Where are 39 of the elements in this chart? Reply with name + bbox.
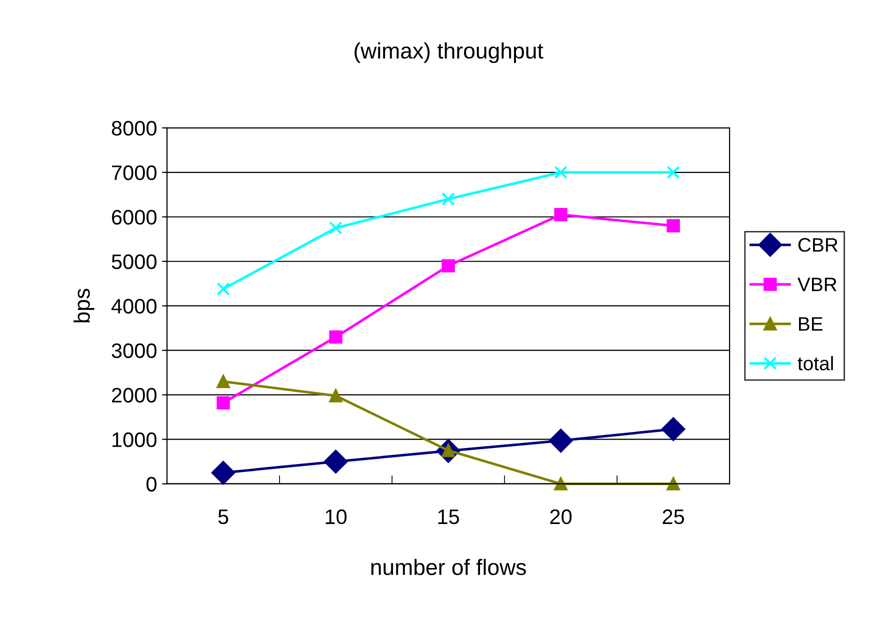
y-tick-label: 2000 [112, 388, 156, 403]
legend-label: CBR [798, 238, 838, 252]
point [329, 389, 342, 402]
y-tick-label: 0 [146, 476, 156, 492]
y-tick-label: 3000 [112, 343, 156, 358]
x-tick-label: 15 [438, 510, 460, 524]
point [324, 450, 348, 474]
point [442, 192, 455, 206]
y-tick-label: 4000 [111, 298, 156, 314]
y-axis-title: bps [74, 288, 94, 322]
x-tick-label: 10 [326, 509, 347, 524]
point [666, 166, 680, 179]
point [211, 460, 236, 485]
chart-title: (wimax) throughput [354, 42, 544, 64]
point [666, 219, 680, 232]
legend-label: BE [799, 317, 823, 331]
point [216, 282, 230, 296]
y-tick-label: 8000 [112, 120, 156, 136]
point [216, 396, 230, 410]
y-tick-label: 1000 [112, 432, 156, 448]
y-tick-label: 6000 [112, 210, 156, 225]
point [442, 259, 455, 272]
x-axis-title: number of flows [371, 558, 526, 576]
point [554, 208, 568, 222]
x-tick-label: 20 [550, 509, 572, 524]
point [216, 374, 230, 388]
point [548, 428, 573, 453]
legend-label: total [798, 356, 833, 370]
legend-label: VBR [798, 278, 836, 292]
point [661, 417, 686, 441]
y-tick-label: 5000 [112, 254, 156, 270]
point [329, 221, 342, 235]
x-tick-label: 25 [662, 509, 684, 524]
point [666, 477, 680, 490]
point [329, 330, 342, 344]
y-tick-label: 7000 [112, 165, 156, 180]
point [554, 166, 568, 179]
x-tick-label: 5 [218, 510, 228, 524]
point [554, 477, 568, 490]
